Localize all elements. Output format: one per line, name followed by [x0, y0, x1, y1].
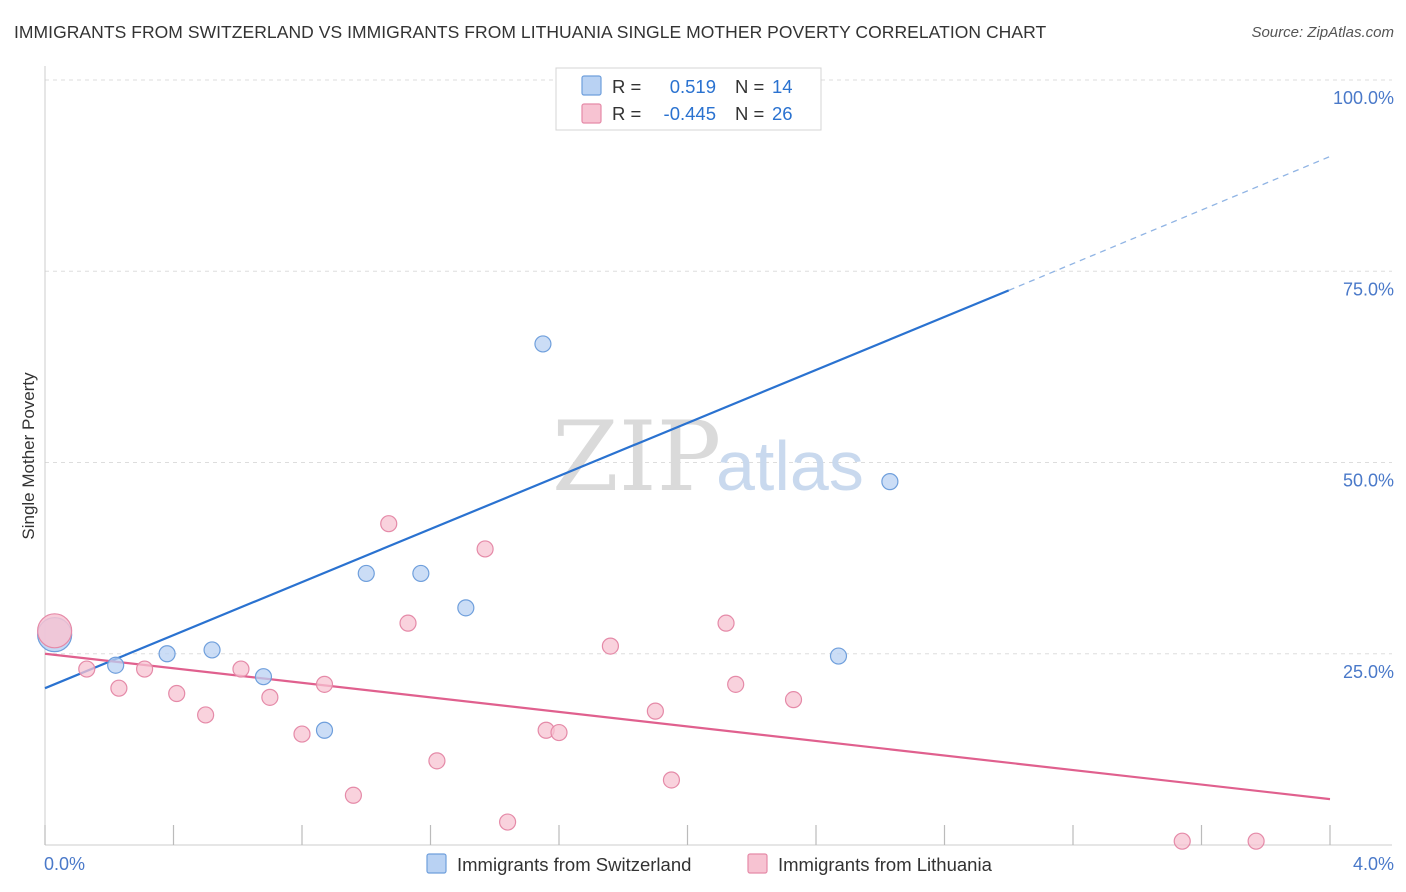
- data-point-switzerland-7: [412, 564, 430, 583]
- data-point-switzerland-4: [254, 668, 273, 686]
- legend-r-label-switzerland: R =: [612, 76, 641, 97]
- legend-swatch-lithuania: [581, 103, 602, 124]
- data-point-switzerland-9: [534, 335, 552, 353]
- bottom-legend-swatch-switzerland: [426, 853, 447, 874]
- data-point-lithuania-5: [197, 706, 215, 724]
- data-point-switzerland-13: [881, 473, 899, 491]
- legend-n-label-lithuania: N =: [735, 103, 764, 124]
- data-point-lithuania-21: [717, 614, 735, 632]
- data-point-lithuania-10: [344, 786, 362, 804]
- chart-title: IMMIGRANTS FROM SWITZERLAND VS IMMIGRANT…: [14, 22, 1047, 42]
- data-point-lithuania-12: [399, 614, 417, 632]
- data-point-lithuania-6: [232, 660, 250, 678]
- tick-labels: 25.0% 50.0% 75.0% 100.0% 0.0% 4.0%: [44, 88, 1394, 874]
- legend-n-value-switzerland: 14: [772, 76, 793, 97]
- bottom-legend-label-switzerland: Immigrants from Switzerland: [457, 854, 691, 875]
- data-point-lithuania-24: [1173, 832, 1191, 850]
- axes: [44, 66, 1392, 846]
- x-tick-label-1: 4.0%: [1353, 854, 1394, 874]
- x-tick-label-0: 0.0%: [44, 854, 85, 874]
- data-point-switzerland-3: [203, 641, 221, 659]
- y-tick-label-2: 75.0%: [1343, 279, 1394, 299]
- data-point-lithuania-19: [646, 702, 664, 720]
- correlation-legend: R = 0.519 N = 14 R = -0.445 N = 26: [555, 67, 822, 131]
- data-point-switzerland-6: [357, 564, 375, 583]
- data-point-lithuania-18: [601, 637, 620, 655]
- legend-n-label-switzerland: N =: [735, 76, 764, 97]
- legend-r-label-lithuania: R =: [612, 103, 641, 124]
- data-point-lithuania-4: [168, 684, 186, 703]
- data-points: [37, 75, 1265, 850]
- legend-swatch-switzerland: [581, 75, 602, 96]
- legend-r-value-lithuania: -0.445: [664, 103, 716, 124]
- data-point-lithuania-17: [550, 723, 568, 742]
- data-point-lithuania-11: [380, 515, 398, 533]
- data-point-switzerland-12: [829, 647, 848, 665]
- watermark: ZIP atlas: [552, 401, 864, 513]
- trend-line-switzerland: [44, 289, 1010, 690]
- data-point-switzerland-8: [457, 599, 475, 617]
- watermark-atlas: atlas: [716, 427, 864, 505]
- data-point-lithuania-2: [110, 679, 128, 697]
- y-tick-label-3: 100.0%: [1333, 88, 1394, 108]
- data-point-lithuania-3: [135, 660, 154, 678]
- data-point-lithuania-22: [727, 675, 745, 693]
- data-point-lithuania-0: [37, 613, 73, 649]
- y-tick-label-0: 25.0%: [1343, 662, 1394, 682]
- data-point-lithuania-1: [78, 660, 96, 678]
- data-point-lithuania-15: [499, 813, 517, 831]
- data-point-lithuania-13: [428, 752, 446, 770]
- source-label: Source: ZipAtlas.com: [1251, 24, 1394, 41]
- y-axis-label: Single Mother Poverty: [19, 372, 38, 540]
- legend-n-value-lithuania: 26: [772, 103, 793, 124]
- data-point-lithuania-20: [662, 771, 681, 789]
- grid-lines: [45, 79, 1392, 655]
- series-legend: Immigrants from Switzerland Immigrants f…: [426, 853, 993, 875]
- data-point-lithuania-9: [315, 675, 334, 693]
- data-point-switzerland-5: [315, 721, 334, 739]
- legend-r-value-switzerland: 0.519: [670, 76, 716, 97]
- data-point-switzerland-1: [107, 656, 125, 674]
- data-point-lithuania-8: [293, 725, 311, 743]
- data-point-lithuania-14: [476, 540, 494, 558]
- y-tick-label-1: 50.0%: [1343, 471, 1394, 491]
- data-point-switzerland-2: [158, 645, 176, 663]
- watermark-zip: ZIP: [552, 401, 721, 513]
- data-point-lithuania-7: [261, 688, 279, 706]
- trend-line-switzerland-extension: [1008, 155, 1331, 291]
- data-point-lithuania-23: [784, 691, 803, 709]
- bottom-legend-label-lithuania: Immigrants from Lithuania: [778, 854, 993, 875]
- data-point-lithuania-25: [1247, 832, 1265, 850]
- bottom-legend-swatch-lithuania: [747, 853, 768, 874]
